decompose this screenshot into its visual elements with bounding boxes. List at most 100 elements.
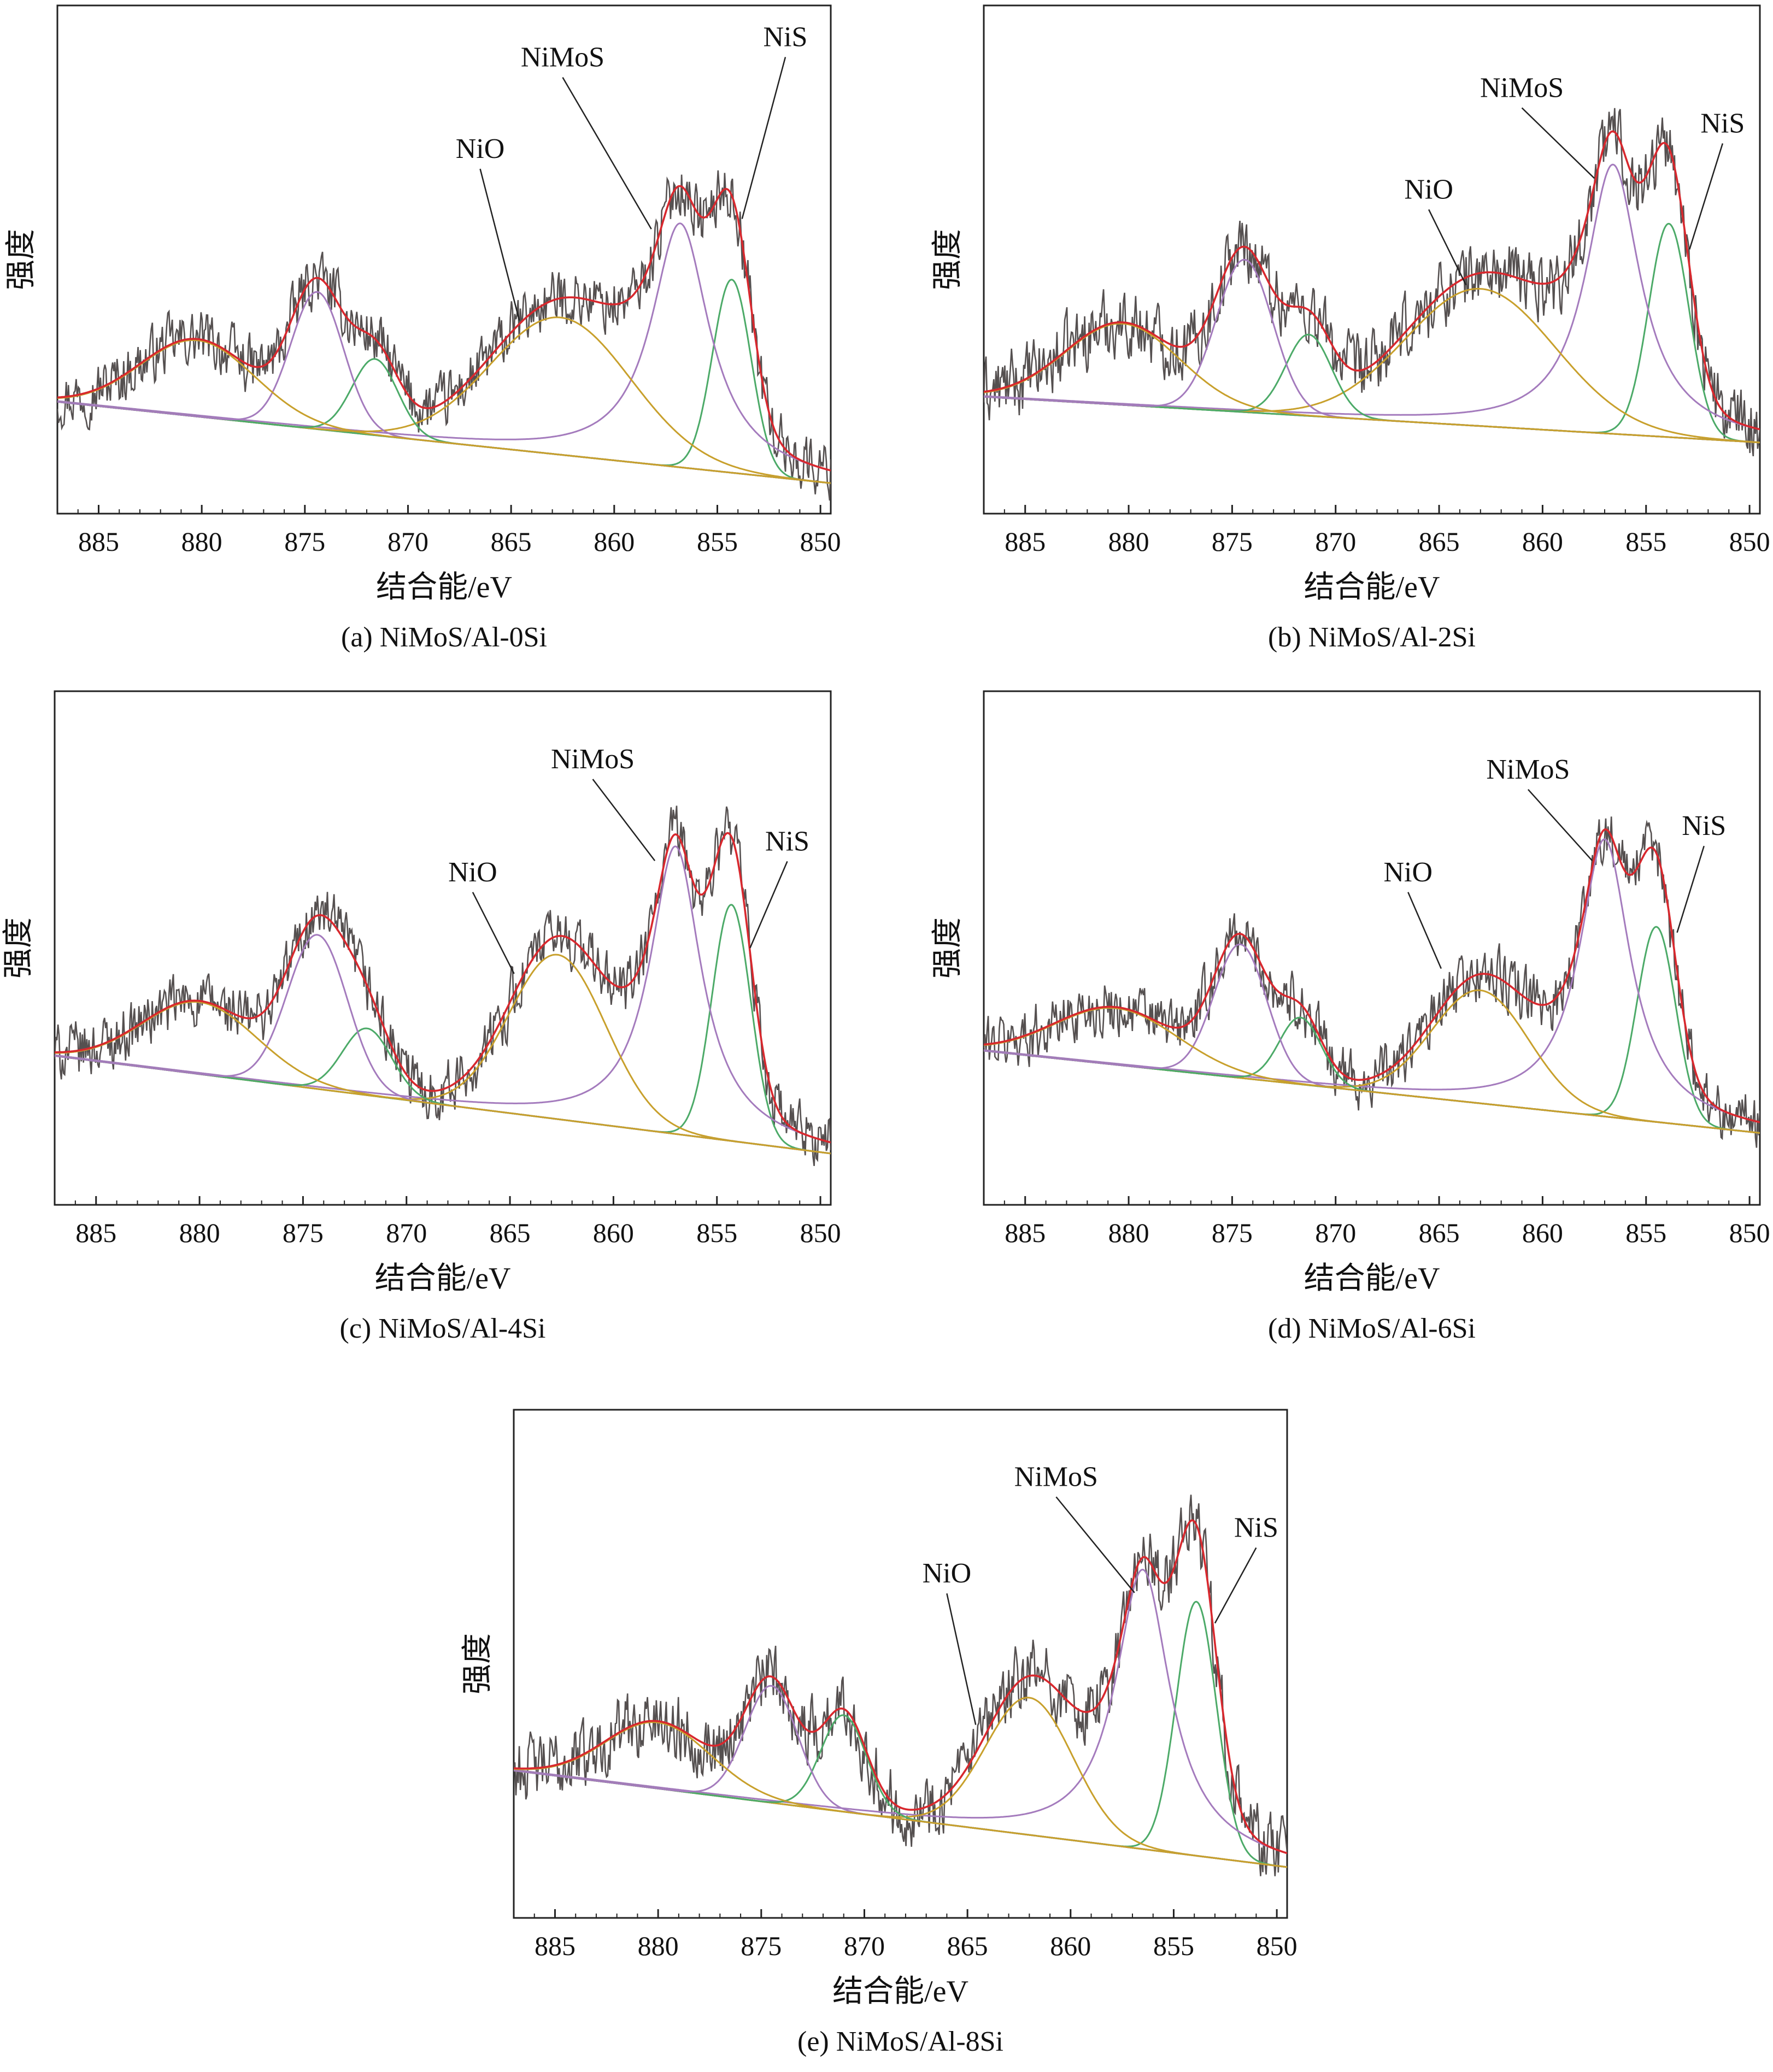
annotation-leader-line [1689,143,1724,250]
peak-annotation-label: NiS [1234,1512,1278,1544]
x-tick-label: 855 [1625,1217,1666,1248]
annotation-leader-line [946,1593,977,1725]
fitted-envelope-line [984,130,1760,431]
curve-group [514,1494,1287,1876]
x-tick-label: 870 [844,1930,885,1961]
annotation-leader-line [749,861,788,949]
peak-annotation-label: NiMoS [1480,72,1564,103]
peak-annotation-label: NiS [765,826,809,857]
fitted-envelope-line [55,832,831,1144]
peak-annotation-label: NiS [1682,810,1726,841]
y-axis-label: 强度 [4,229,38,290]
x-tick-label: 880 [179,1217,220,1248]
annotation-leader-line [1676,845,1705,933]
raw-spectrum-line [57,170,831,501]
x-tick-label: 870 [1315,526,1356,557]
x-tick-label: 880 [1108,1217,1149,1248]
chart-panel: 885 880 875 870 865 860 855 850 结合能/eV 强度 (e) NiMo… [461,1409,1298,2057]
chart-panel: 885 880 875 870 865 860 855 850 结合能/eV 强度 (b) NiMo… [931,4,1770,653]
peak-annotation-label: NiO [1383,857,1433,888]
peak-annotation-label: NiO [448,857,497,888]
fit-component-nimos [514,1568,1287,1855]
raw-spectrum-line [514,1494,1287,1876]
chart-panel: 885 880 875 870 865 860 855 850 结合能/eV 强度 (d) NiMo… [931,690,1770,1344]
curve-group [984,108,1760,457]
fitted-envelope-line [514,1519,1287,1855]
curve-group [55,805,831,1166]
raw-spectrum-line [984,816,1760,1148]
raw-spectrum-line [984,108,1760,457]
curve-group [57,170,831,501]
x-tick-label: 865 [1419,526,1460,557]
peak-annotation-label: NiMoS [1486,754,1570,785]
x-tick-label: 860 [1522,1217,1563,1248]
x-tick-label: 860 [593,1217,634,1248]
x-tick-label: 880 [181,526,222,557]
fit-component-nimos [55,845,831,1144]
x-tick-label: 850 [800,1217,841,1248]
x-tick-label: 875 [1212,1217,1253,1248]
fit-component-nimos [984,838,1760,1123]
peak-annotation-label: NiO [456,133,505,164]
curve-group [984,816,1760,1148]
x-tick-label: 875 [283,1217,324,1248]
x-tick-label: 880 [1108,526,1149,557]
raw-spectrum-line [55,805,831,1166]
x-tick-label: 885 [1005,526,1046,557]
x-tick-label: 855 [696,1217,737,1248]
fit-component-ni2p1-2-sat [984,322,1760,444]
panel-caption: (e) NiMoS/Al-8Si [797,2026,1003,2057]
x-tick-label: 860 [1050,1930,1091,1961]
annotation-leader-line [1407,892,1442,969]
plot-frame [983,690,1761,1206]
x-tick-label: 865 [490,1217,531,1248]
x-tick-label: 870 [1315,1217,1356,1248]
fitted-envelope-line [57,185,831,472]
x-tick-label: 850 [1729,526,1770,557]
peak-annotation-label: NiO [923,1558,972,1589]
annotation-leader-line [1214,1547,1257,1624]
annotation-leader-line [562,76,652,229]
annotation-leader-line [741,57,786,219]
x-tick-label: 875 [741,1930,782,1961]
fit-component-ni2p1-2-sat [984,1007,1760,1134]
annotation-leader-line [1055,1496,1135,1593]
x-tick-label: 865 [1419,1217,1460,1248]
peak-annotation-label: NiS [764,21,808,52]
plot-frame [56,4,832,515]
x-tick-label: 860 [1522,526,1563,557]
x-tick-label: 865 [491,526,532,557]
annotation-leader-line [1521,107,1595,179]
x-axis-label: 结合能/eV [376,570,512,604]
annotation-leader-line [1428,209,1467,286]
plot-frame [983,4,1761,515]
annotation-leader-line [592,779,656,861]
fit-component-nis [984,222,1760,444]
chart-panel: 885 880 875 870 865 860 855 850 结合能/eV 强度 (a) NiMo… [4,4,841,653]
x-tick-label: 855 [1153,1930,1194,1961]
fit-component-ni2p1-2 [55,934,831,1155]
peak-annotation-label: NiS [1700,108,1745,139]
peak-annotation-label: NiO [1404,174,1453,205]
fit-component-nio [984,1016,1760,1134]
x-tick-label: 865 [947,1930,988,1961]
peak-annotation-label: NiMoS [521,42,604,73]
fit-component-ni2p1-2-sat [57,339,831,484]
x-tick-label: 870 [388,526,428,557]
y-axis-label: 强度 [2,917,36,979]
annotation-leader-line [472,892,515,974]
x-tick-label: 870 [386,1217,427,1248]
x-axis-label: 结合能/eV [375,1262,511,1296]
x-tick-label: 850 [800,526,841,557]
panel-caption: (c) NiMoS/Al-4Si [340,1313,546,1344]
x-tick-label: 850 [1257,1930,1298,1961]
y-axis-label: 强度 [931,917,965,979]
panel-caption: (d) NiMoS/Al-6Si [1268,1313,1476,1344]
y-axis-label: 强度 [461,1633,495,1694]
fit-component-nimos [984,163,1760,431]
x-tick-label: 885 [1005,1217,1046,1248]
peak-annotation-label: NiMoS [551,744,635,775]
plot-frame [54,690,832,1206]
x-tick-label: 855 [697,526,738,557]
plot-frame [513,1409,1288,1919]
